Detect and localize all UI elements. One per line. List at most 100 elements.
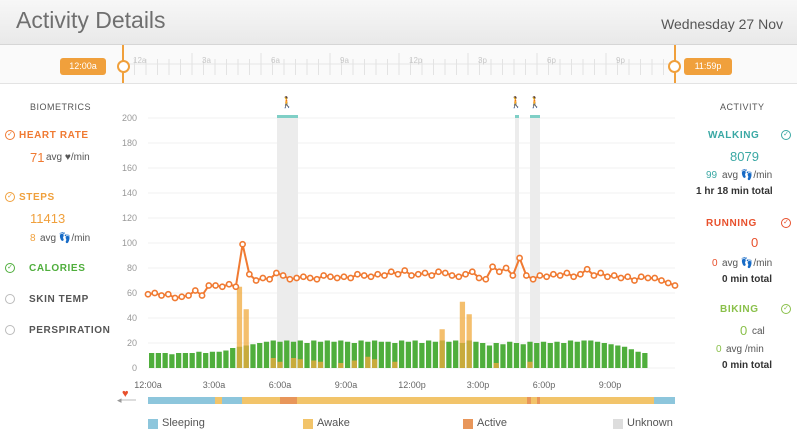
calorie-bar [446,341,452,368]
running-avg-value: 0 [712,258,718,269]
walking-label[interactable]: WALKING [708,130,760,141]
perspiration-label[interactable]: PERSPIRATION [29,325,111,336]
walking-toggle[interactable]: ✓ [781,130,791,140]
calorie-bar [635,351,641,368]
heart-rate-point [394,270,402,278]
heart-marker-icon: ♥ [122,388,129,400]
timeline-tick-label: 9p [616,56,625,65]
biking-total: 0 min total [722,360,773,371]
heart-rate-point [374,270,382,278]
sleep-state-segment [242,397,280,404]
heart-rate-point [279,272,287,279]
end-time-handle[interactable]: 11:59p [684,58,732,75]
heart-rate-point [610,272,618,279]
calorie-bar [284,340,290,368]
timeline-tick-label: 6a [271,56,280,65]
calorie-bar [378,341,384,368]
heart-rate-point [482,275,490,283]
calorie-bar [155,353,162,368]
running-label[interactable]: RUNNING [706,218,757,229]
heart-rate-point [435,268,442,276]
activity-heading: ACTIVITY [720,102,765,112]
heart-rate-point [272,269,280,277]
heart-rate-point [455,273,463,281]
start-handle-knob[interactable] [117,60,130,73]
walking-avg-unit: avg 👣/min [722,170,773,181]
heart-rate-toggle[interactable]: ✓ [5,130,15,140]
timeline-tick-label: 3p [478,56,487,65]
calorie-bar [338,340,344,368]
heart-rate-point [671,282,679,289]
y-tick-label: 120 [122,213,137,223]
y-tick-label: 20 [127,338,137,348]
calorie-bar [297,340,303,368]
heart-rate-point [367,273,375,281]
walking-icon: 🚶 [509,96,523,109]
calorie-bar [608,344,614,368]
calories-label[interactable]: CALORIES [29,263,86,274]
heart-rate-point [509,272,517,279]
skin-temp-label[interactable]: SKIN TEMP [29,294,89,305]
heart-rate-point [171,294,179,302]
calorie-bar [500,344,506,368]
heart-rate-point [414,270,422,278]
steps-bar [317,361,324,368]
heart-rate-point [401,267,409,274]
steps-bar [311,360,317,368]
steps-label[interactable]: STEPS [19,192,55,203]
date-label: Wednesday 27 Nov [661,16,783,32]
biking-toggle[interactable]: ✓ [781,304,791,314]
heart-rate-point [502,264,510,272]
x-tick-label: 3:00a [203,380,226,390]
heart-rate-label[interactable]: HEART RATE [19,130,89,141]
start-time-handle[interactable]: 12:00a [60,58,106,75]
heart-rate-point [225,280,233,288]
calorie-bar [196,351,202,368]
calorie-bar [257,343,263,368]
steps-bar [270,358,276,368]
sleep-state-segment [654,397,675,404]
steps-toggle[interactable]: ✓ [5,192,15,202]
calorie-bar [344,341,351,368]
calorie-bar [486,345,493,368]
calorie-bar [304,343,310,368]
heart-rate-value: 71 [30,150,45,165]
heart-rate-point [516,254,524,262]
steps-bar [493,363,499,368]
perspiration-toggle[interactable] [5,325,15,335]
running-toggle[interactable]: ✓ [781,218,791,228]
x-tick-label: 12:00a [134,380,162,390]
running-value: 0 [751,235,759,250]
biking-label[interactable]: BIKING [720,304,759,315]
heart-rate-point [489,263,496,271]
calorie-bar [189,353,195,368]
skin-temp-toggle[interactable] [5,294,15,304]
calorie-bar [358,340,364,368]
running-total: 0 min total [722,274,773,285]
heart-rate-point [556,272,564,279]
calorie-bar [554,341,560,368]
heart-rate-point [468,268,476,276]
x-tick-label: 9:00a [335,380,358,390]
x-tick-label: 6:00a [269,380,292,390]
end-handle-knob[interactable] [668,60,681,73]
heart-rate-point [232,283,240,291]
calories-toggle[interactable]: ✓ [5,263,15,273]
heart-rate-point [354,270,361,278]
sleep-state-segment [540,397,654,404]
heart-rate-point [462,270,469,278]
calorie-bar [209,351,216,368]
time-range-selector[interactable]: 12a 3a 6a 9a 12p 3p 6p 9p 12:00a 11:59p [0,45,797,84]
heart-rate-point [286,275,294,283]
calorie-bar [176,353,182,368]
legend-unknown-swatch [613,419,623,429]
calorie-bar [405,341,411,368]
timeline-tick-label: 3a [202,56,211,65]
heart-rate-line [147,244,676,300]
heart-rate-point [347,274,355,282]
biometrics-heading: BIOMETRICS [30,102,92,112]
steps-bar [236,286,243,368]
calorie-bar [480,343,486,368]
calorie-bar [520,344,526,368]
heart-rate-point [185,292,192,299]
